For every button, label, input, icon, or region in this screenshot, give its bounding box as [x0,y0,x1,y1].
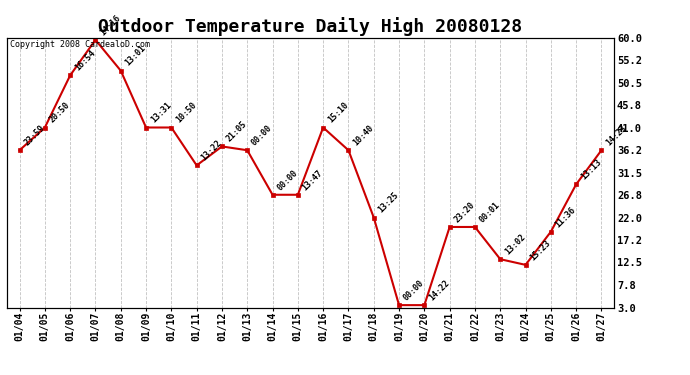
Text: 14:16: 14:16 [98,13,122,37]
Title: Outdoor Temperature Daily High 20080128: Outdoor Temperature Daily High 20080128 [99,17,522,36]
Text: 10:40: 10:40 [351,123,375,147]
Text: 15:23: 15:23 [529,238,553,262]
Text: 13:31: 13:31 [149,100,173,125]
Text: 00:00: 00:00 [402,278,426,302]
Text: 00:01: 00:01 [477,200,502,224]
Text: 13:25: 13:25 [377,190,401,215]
Text: 23:20: 23:20 [453,200,477,224]
Text: 14:23: 14:23 [604,123,629,147]
Text: 10:50: 10:50 [174,100,198,125]
Text: 15:10: 15:10 [326,100,350,125]
Text: 13:47: 13:47 [301,168,325,192]
Text: 11:36: 11:36 [553,205,578,229]
Text: 00:00: 00:00 [250,123,274,147]
Text: 23:59: 23:59 [22,123,46,147]
Text: 21:05: 21:05 [225,120,249,144]
Text: Copyright 2008 CardealoD.com: Copyright 2008 CardealoD.com [10,40,150,49]
Text: 13:01: 13:01 [124,44,148,68]
Text: 16:54: 16:54 [73,49,97,73]
Text: 20:50: 20:50 [48,100,72,125]
Text: 13:13: 13:13 [579,158,603,182]
Text: 13:22: 13:22 [199,139,224,163]
Text: 00:00: 00:00 [275,168,299,192]
Text: 13:02: 13:02 [503,232,527,256]
Text: 14:22: 14:22 [427,278,451,302]
